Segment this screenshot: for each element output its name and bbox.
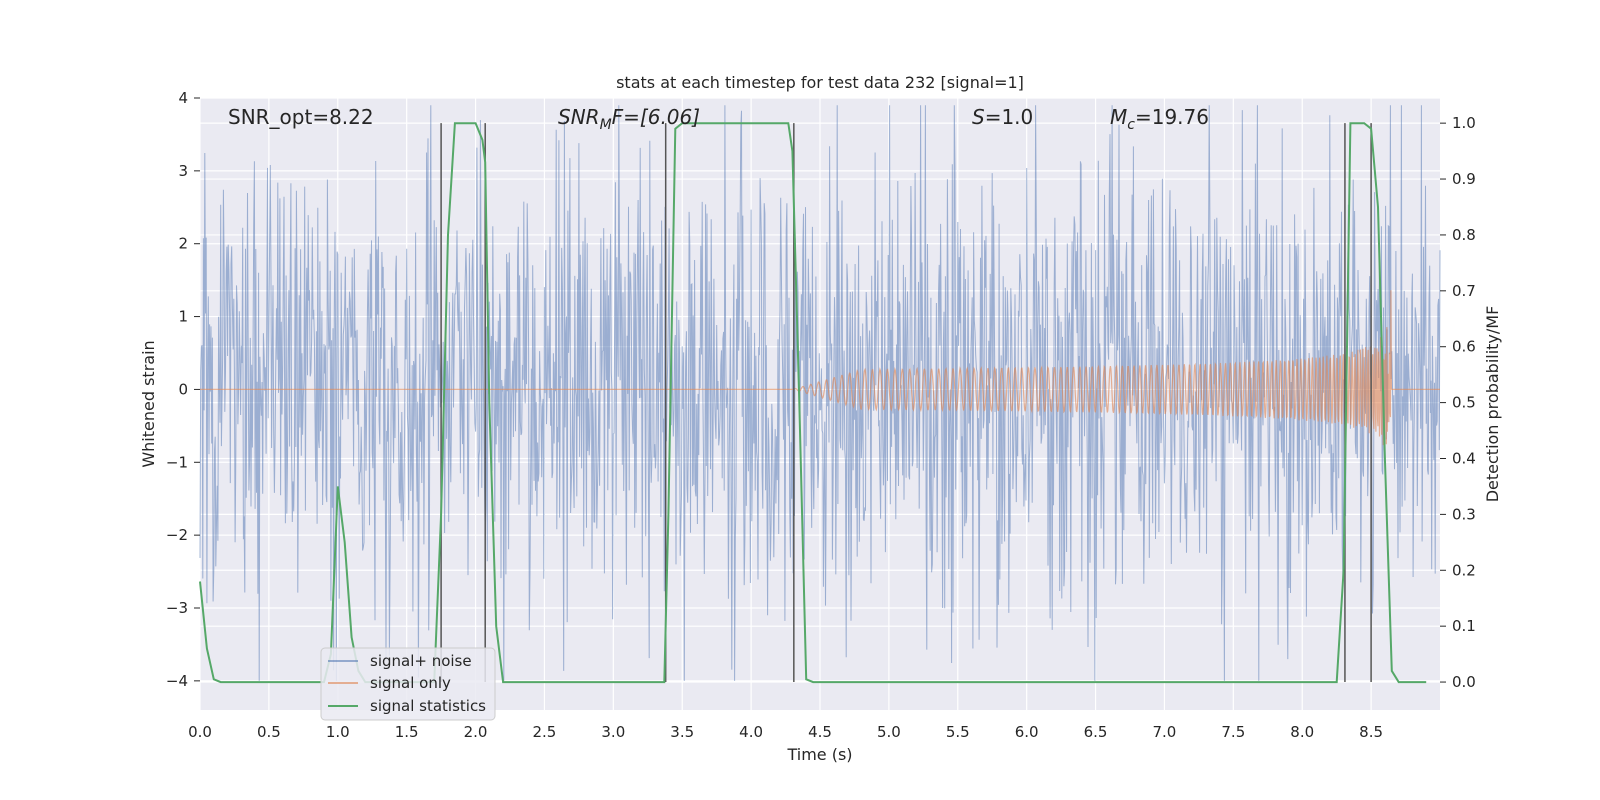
annotation-snr-mf: SNRMF=[6.06] (558, 105, 700, 133)
x-tick-label: 2.5 (533, 723, 557, 741)
x-tick-label: 4.0 (739, 723, 763, 741)
y-axis-right-label: Detection probability/MF (1483, 306, 1502, 503)
series-signal-only (200, 290, 1440, 449)
series-signal-noise (199, 105, 1441, 681)
x-tick-label: 7.5 (1221, 723, 1245, 741)
y-tick-label: −3 (166, 599, 188, 617)
y-tick-label: 1 (178, 308, 188, 326)
x-tick-label: 4.5 (808, 723, 832, 741)
legend: signal+ noise signal only signal statist… (320, 647, 496, 721)
y-right-tick-label: 0.4 (1452, 449, 1476, 467)
y-right-tick-label: 1.0 (1452, 114, 1476, 132)
y-right-tick-label: 0.3 (1452, 505, 1476, 523)
y-tick-label: −4 (166, 672, 188, 690)
annotation-s: S=1.0 (972, 105, 1033, 129)
chart-title: stats at each timestep for test data 232… (616, 73, 1024, 92)
axis-ticks: 0.0 0.5 1.0 1.5 2.0 2.5 3.0 3.5 4.0 4.5 5.0 5.5 6.0 6… (166, 89, 1476, 741)
y-right-tick-label: 0.1 (1452, 617, 1476, 635)
y-right-tick-label: 0.2 (1452, 561, 1476, 579)
x-tick-label: 0.5 (257, 723, 281, 741)
legend-label-signal-noise: signal+ noise (370, 652, 472, 670)
y-right-tick-label: 0.7 (1452, 282, 1476, 300)
y-tick-label: 4 (178, 89, 188, 107)
x-tick-label: 3.5 (670, 723, 694, 741)
x-tick-label: 8.5 (1359, 723, 1383, 741)
x-tick-label: 6.5 (1084, 723, 1108, 741)
y-right-tick-label: 0.0 (1452, 673, 1476, 691)
y-right-tick-label: 0.9 (1452, 170, 1476, 188)
series-line-signal-only (200, 290, 1440, 449)
legend-box (320, 647, 496, 721)
y-right-tick-label: 0.6 (1452, 338, 1476, 356)
series-line-signal-noise (199, 105, 1441, 681)
legend-label-signal-statistics: signal statistics (370, 697, 486, 715)
x-tick-label: 7.0 (1153, 723, 1177, 741)
y-right-tick-label: 0.5 (1452, 394, 1476, 412)
x-axis-label: Time (s) (786, 745, 852, 764)
legend-label-signal-only: signal only (370, 674, 451, 692)
y-tick-label: −2 (166, 526, 188, 544)
y-tick-label: 2 (178, 235, 188, 253)
series-signal-statistics (199, 122, 1427, 684)
annotation-snr-opt: SNR_opt=8.22 (228, 105, 374, 129)
x-tick-label: 6.0 (1015, 723, 1039, 741)
y-right-tick-label: 0.8 (1452, 226, 1476, 244)
series-line-signal-statistics (199, 122, 1427, 684)
y-tick-label: 3 (178, 162, 188, 180)
x-tick-label: 8.0 (1290, 723, 1314, 741)
x-tick-label: 2.0 (464, 723, 488, 741)
x-tick-label: 1.5 (395, 723, 419, 741)
x-tick-label: 1.0 (326, 723, 350, 741)
x-tick-label: 3.0 (601, 723, 625, 741)
x-tick-label: 5.0 (877, 723, 901, 741)
annotation-mc: Mc=19.76 (1110, 105, 1209, 133)
x-tick-label: 0.0 (188, 723, 212, 741)
y-tick-label: 0 (178, 380, 188, 398)
y-axis-label: Whitened strain (139, 340, 158, 467)
x-tick-label: 5.5 (946, 723, 970, 741)
y-tick-label: −1 (166, 453, 188, 471)
